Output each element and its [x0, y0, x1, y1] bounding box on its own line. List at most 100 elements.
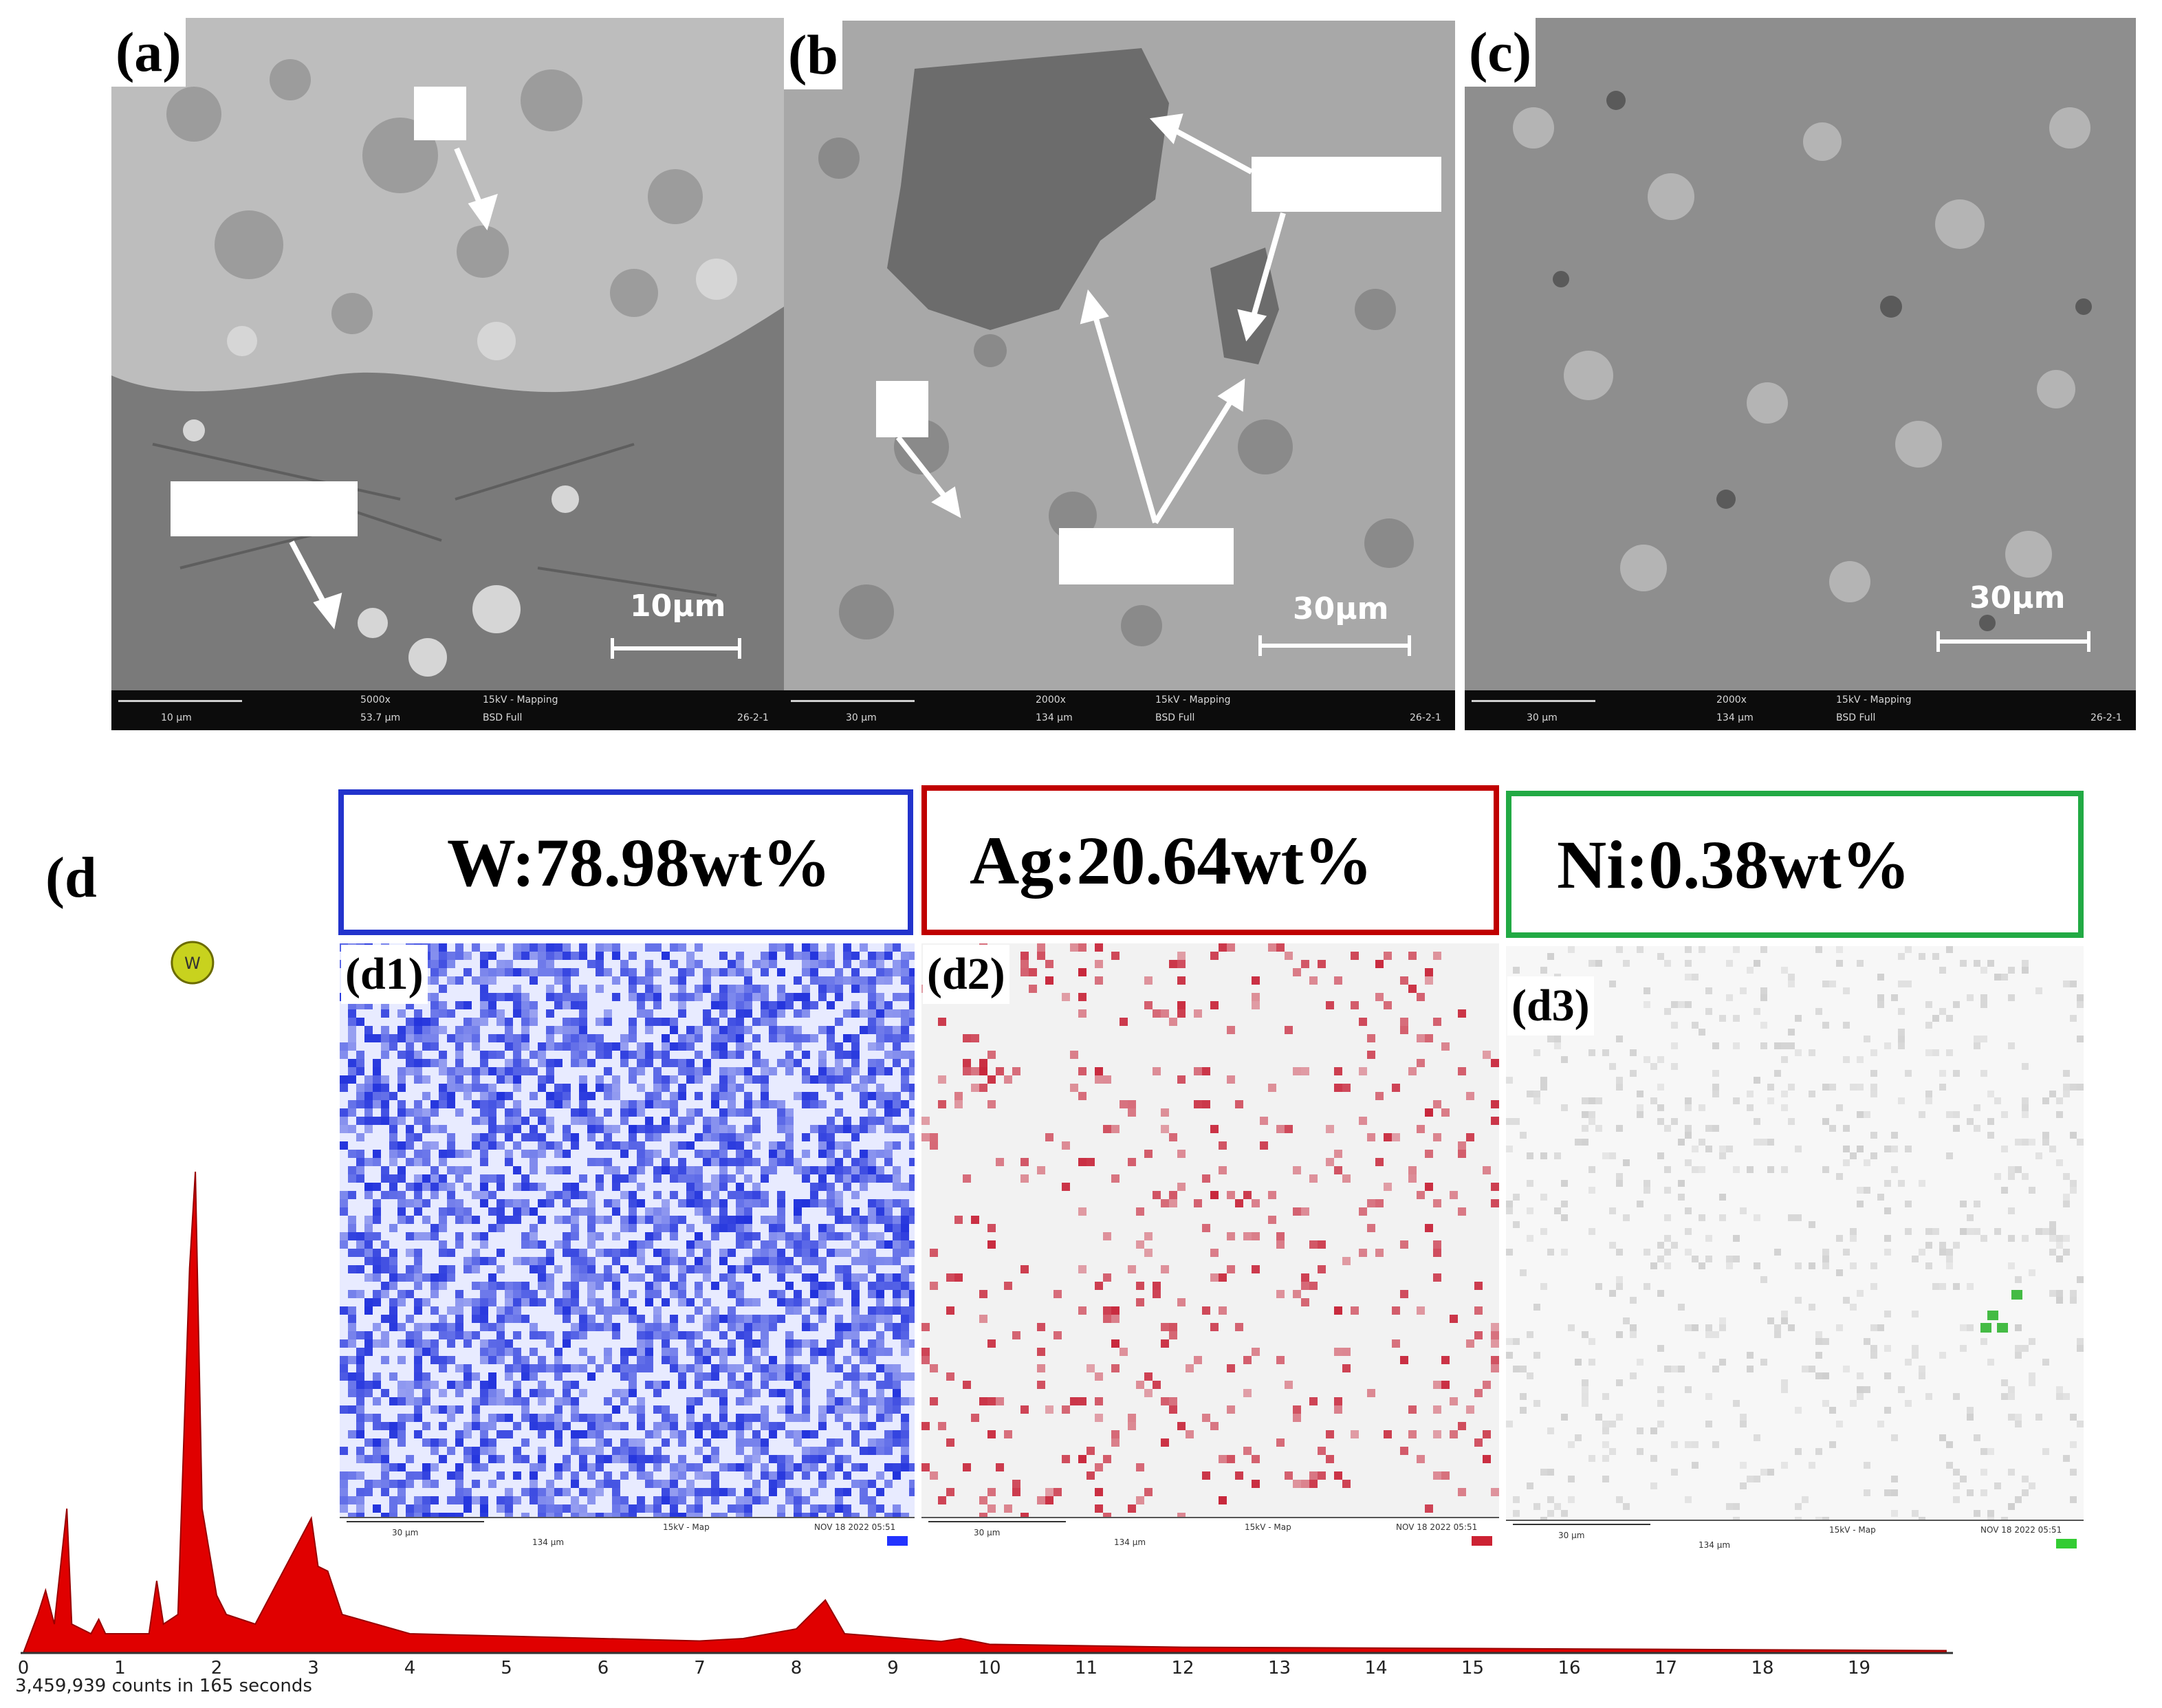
spectrum-tick-label: 12: [1171, 1658, 1194, 1678]
element-box-ag-text: Ag:20.64wt%: [970, 822, 1373, 899]
spectrum-tick-label: 4: [404, 1658, 416, 1678]
spectrum-tick-label: 7: [694, 1658, 706, 1678]
spectrum-fill: [22, 1171, 1947, 1654]
hfw: 134 μm: [1716, 712, 1754, 723]
map-mode: 15kV - Map: [1829, 1525, 1876, 1535]
detector: BSD Full: [1836, 712, 1876, 723]
spectrum-tick-label: 17: [1655, 1658, 1677, 1678]
map-field: 30 μm: [392, 1528, 419, 1537]
svg-text:W: W: [184, 954, 201, 973]
panel-label-d: (d: [45, 846, 97, 910]
map-label-d2: (d2): [923, 945, 1009, 1004]
spectrum-tick-label: 6: [598, 1658, 609, 1678]
scale-bar-label: 30μm: [1293, 591, 1389, 626]
panel-label-b: (b: [784, 21, 842, 89]
magnification: 2000x: [1036, 694, 1066, 705]
eds-map-ag-image: [921, 943, 1499, 1521]
voltage: 15kV - Mapping: [1836, 694, 1912, 705]
eds-map-w-image: [340, 943, 915, 1521]
spectrum-tick-label: 10: [978, 1658, 1001, 1678]
sem-panel-c: (c) 30μm 30 μm 2000x 134 μm 15kV - Mappi…: [1465, 18, 2136, 730]
spectrum-tick-label: 3: [307, 1658, 319, 1678]
magnification: 2000x: [1716, 694, 1747, 705]
eds-map-ni: (d3) 30 μm 134 μm 15kV - Map NOV 18 2022…: [1506, 946, 2084, 1557]
map-date: NOV 18 2022 05:51: [814, 1522, 896, 1532]
detector: BSD Full: [1155, 712, 1195, 723]
scale-bar: [1936, 631, 2090, 652]
scale-bar-label: 10μm: [630, 589, 726, 624]
element-box-ni-text: Ni:0.38wt%: [1557, 826, 1910, 903]
map-info-bar: 30 μm 134 μm 15kV - Map NOV 18 2022 05:5…: [340, 1517, 915, 1554]
eds-map-ag: (d2) 30 μm 134 μm 15kV - Map NOV 18 2022…: [921, 943, 1499, 1554]
spectrum-tick-label: 14: [1364, 1658, 1387, 1678]
counts-text: 3,459,939 counts in 165 seconds: [15, 1676, 312, 1696]
map-date: NOV 18 2022 05:51: [1980, 1525, 2062, 1535]
eds-map-w: (d1) 30 μm 134 μm 15kV - Map NOV 18 2022…: [340, 943, 915, 1554]
spectrum-tick-label: 13: [1268, 1658, 1291, 1678]
field-width: 30 μm: [846, 712, 877, 723]
magnification: 5000x: [360, 694, 391, 705]
spectrum-tick-label: 5: [501, 1658, 512, 1678]
sem-panel-b: (b 30μm 30 μm 2000x 134 μm 15kV - Mappin…: [784, 21, 1455, 730]
panel-label-c: (c): [1465, 18, 1536, 87]
spectrum-tick-label: 16: [1558, 1658, 1580, 1678]
spectrum-tick-label: 11: [1075, 1658, 1098, 1678]
voltage: 15kV - Mapping: [1155, 694, 1231, 705]
annotation-arrows-a: [289, 147, 498, 630]
map-info-bar: 30 μm 134 μm 15kV - Map NOV 18 2022 05:5…: [1506, 1520, 2084, 1557]
hfw: 134 μm: [1036, 712, 1073, 723]
map-label-d3: (d3): [1507, 976, 1594, 1036]
scale-bar: [1258, 635, 1411, 656]
field-width: 30 μm: [1527, 712, 1558, 723]
spectrum-tick-label: 2: [211, 1658, 223, 1678]
map-swatch: [887, 1536, 908, 1546]
annotation-box: [171, 481, 358, 536]
map-swatch: [2056, 1539, 2077, 1548]
map-mode: 15kV - Map: [1245, 1522, 1291, 1532]
scale-bar: [611, 638, 741, 659]
spectrum-tick-label: 0: [18, 1658, 30, 1678]
element-box-w-text: W:78.98wt%: [447, 824, 831, 901]
element-box-w: W:78.98wt%: [338, 789, 913, 935]
map-hfw: 134 μm: [1699, 1540, 1731, 1550]
sem-info-bar: 30 μm 2000x 134 μm 15kV - Mapping BSD Fu…: [784, 690, 1455, 730]
sample-id: 26-2-1: [1410, 712, 1441, 723]
spectrum-tick-label: 18: [1751, 1658, 1773, 1678]
element-box-ag: Ag:20.64wt%: [921, 785, 1499, 935]
panel-label-a: (a): [111, 18, 186, 87]
sem-micrograph-b: [784, 21, 1455, 730]
spectrum-peak-markers: WWAgAgAgNiNiNiWW: [171, 941, 215, 985]
annotation-box: [876, 381, 928, 437]
element-box-ni: Ni:0.38wt%: [1506, 791, 2084, 938]
annotation-box: [414, 87, 466, 140]
spectrum-tick-label: 9: [887, 1658, 899, 1678]
map-hfw: 134 μm: [1114, 1537, 1146, 1547]
spectrum-tick-label: 19: [1848, 1658, 1870, 1678]
spectrum-tick-label: 15: [1461, 1658, 1484, 1678]
spectrum-tick-label: 1: [114, 1658, 126, 1678]
map-label-d1: (d1): [341, 945, 428, 1004]
map-field: 30 μm: [974, 1528, 1001, 1537]
sample-id: 26-2-1: [2090, 712, 2122, 723]
spectrum-tick-label: 8: [791, 1658, 802, 1678]
detector: BSD Full: [483, 712, 523, 723]
map-field: 30 μm: [1558, 1531, 1585, 1540]
map-hfw: 134 μm: [532, 1537, 565, 1547]
annotation-arrows-b: [895, 113, 1286, 525]
eds-map-ni-image: [1506, 946, 2084, 1524]
map-swatch: [1472, 1536, 1492, 1546]
map-date: NOV 18 2022 05:51: [1396, 1522, 1478, 1532]
annotation-box: [1059, 528, 1234, 584]
map-info-bar: 30 μm 134 μm 15kV - Map NOV 18 2022 05:5…: [921, 1517, 1499, 1554]
sem-info-bar: 30 μm 2000x 134 μm 15kV - Mapping BSD Fu…: [1465, 690, 2136, 730]
spectrum-ticks: 0 1 2 3 4 5 6 7 8 9 10 11 12 13 14 15 16 17 18 19: [18, 1658, 1870, 1678]
sem-micrograph-c: [1465, 18, 2136, 730]
sem-info-bar: 10 μm 5000x 53.7 μm 15kV - Mapping BSD F…: [111, 690, 784, 730]
sample-id: 26-2-1: [737, 712, 769, 723]
peak-marker-w: W: [171, 941, 215, 985]
sem-panel-a: (a) 10μm 10 μm 5000x 53.7 μm 15kV - Mapp…: [111, 18, 784, 730]
map-mode: 15kV - Map: [663, 1522, 710, 1532]
field-width: 10 μm: [161, 712, 192, 723]
voltage: 15kV - Mapping: [483, 694, 558, 705]
